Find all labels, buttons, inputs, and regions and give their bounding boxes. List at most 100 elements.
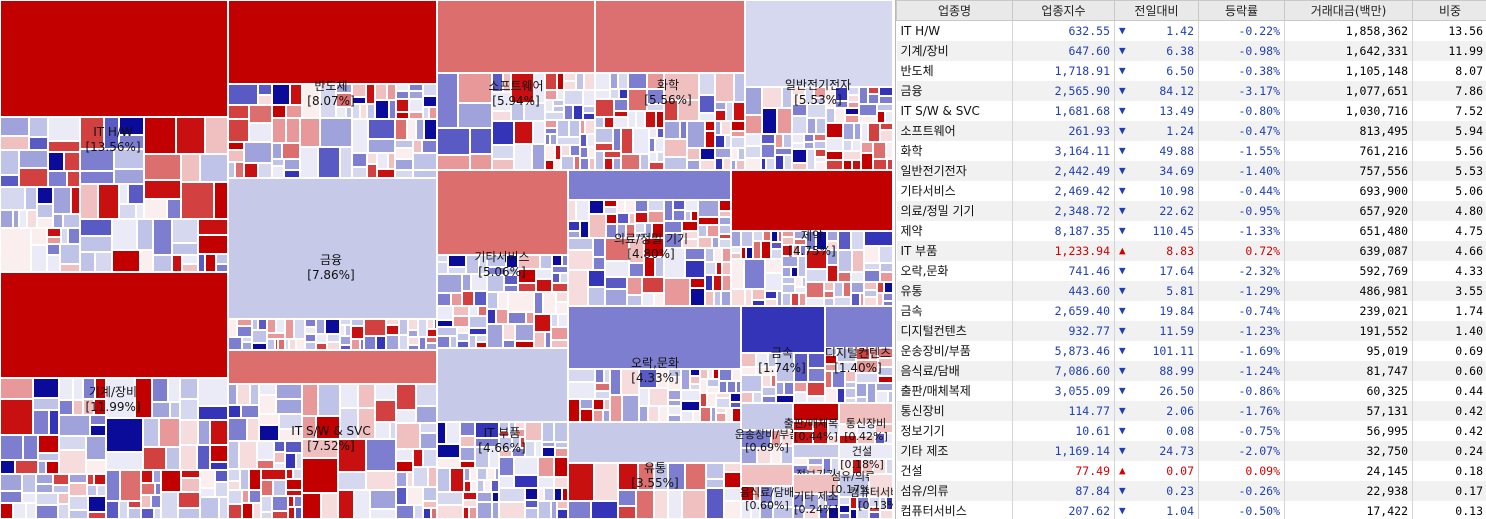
- stock-tile[interactable]: [19, 168, 48, 187]
- stock-tile[interactable]: [568, 501, 591, 519]
- stock-tile[interactable]: [487, 275, 504, 292]
- stock-tile[interactable]: [228, 119, 249, 142]
- stock-tile[interactable]: [682, 221, 698, 231]
- stock-tile[interactable]: [642, 277, 664, 293]
- stock-tile[interactable]: [545, 73, 557, 90]
- stock-tile[interactable]: [119, 184, 128, 204]
- stock-tile[interactable]: [478, 306, 487, 316]
- stock-tile[interactable]: [426, 337, 437, 343]
- stock-tile[interactable]: [180, 445, 197, 470]
- stock-tile[interactable]: [172, 255, 182, 272]
- stock-tile[interactable]: [503, 73, 511, 92]
- stock-tile[interactable]: [839, 444, 893, 459]
- stock-tile[interactable]: [119, 117, 144, 135]
- stock-tile[interactable]: [825, 388, 837, 403]
- stock-tile[interactable]: [352, 119, 368, 153]
- stock-tile[interactable]: [536, 269, 552, 279]
- stock-tile[interactable]: [629, 263, 644, 277]
- stock-tile[interactable]: [557, 90, 564, 100]
- stock-tile[interactable]: [316, 343, 327, 350]
- stock-tile[interactable]: [119, 501, 128, 519]
- table-row[interactable]: 오락,문화 741.46 ▼ 17.64 -2.32% 592,769 4.33: [896, 260, 1486, 281]
- stock-tile[interactable]: [568, 231, 580, 238]
- stock-tile[interactable]: [888, 391, 893, 403]
- stock-tile[interactable]: [526, 312, 534, 324]
- stock-tile[interactable]: [723, 158, 731, 170]
- stock-tile[interactable]: [396, 487, 407, 505]
- stock-tile[interactable]: [545, 145, 555, 160]
- stock-tile[interactable]: [815, 162, 826, 170]
- stock-tile[interactable]: [396, 384, 416, 410]
- stock-tile[interactable]: [53, 474, 69, 485]
- stock-tile[interactable]: [782, 284, 795, 293]
- stock-tile[interactable]: [375, 384, 396, 400]
- stock-tile[interactable]: [589, 200, 604, 214]
- stock-tile[interactable]: [745, 289, 752, 306]
- stock-tile[interactable]: [640, 154, 649, 170]
- stock-tile[interactable]: [396, 99, 409, 112]
- stock-tile[interactable]: [761, 134, 775, 144]
- stock-tile[interactable]: [618, 463, 638, 490]
- stock-tile[interactable]: [499, 502, 525, 519]
- stock-tile[interactable]: [413, 153, 437, 170]
- stock-tile[interactable]: [198, 378, 228, 406]
- stock-tile[interactable]: [492, 502, 499, 519]
- stock-tile[interactable]: [825, 371, 832, 388]
- stock-tile[interactable]: [561, 145, 570, 156]
- stock-tile[interactable]: [437, 320, 453, 327]
- stock-tile[interactable]: [451, 293, 462, 306]
- stock-tile[interactable]: [506, 255, 518, 268]
- stock-tile[interactable]: [0, 150, 19, 175]
- stock-tile[interactable]: [783, 134, 792, 148]
- stock-tile[interactable]: [794, 239, 806, 245]
- table-row[interactable]: 제약 8,187.35 ▼ 110.45 -1.33% 651,480 4.75: [896, 220, 1486, 241]
- stock-tile[interactable]: [53, 187, 71, 214]
- stock-tile[interactable]: [724, 463, 741, 472]
- stock-tile[interactable]: [15, 460, 38, 474]
- stock-tile[interactable]: [216, 254, 228, 264]
- stock-tile[interactable]: [389, 100, 396, 119]
- stock-tile[interactable]: [617, 224, 626, 238]
- stock-tile[interactable]: [705, 121, 715, 131]
- stock-tile[interactable]: [273, 480, 286, 496]
- stock-tile[interactable]: [141, 483, 155, 495]
- stock-tile[interactable]: [152, 402, 170, 418]
- stock-tile[interactable]: [555, 448, 568, 457]
- stock-tile[interactable]: [282, 143, 300, 159]
- stock-tile[interactable]: [31, 228, 47, 245]
- stock-tile[interactable]: [721, 121, 731, 135]
- table-row[interactable]: IT 부품 1,233.94 ▲ 8.83 0.72% 639,087 4.66: [896, 240, 1486, 261]
- col-header-amount[interactable]: 거래대금(백만): [1284, 0, 1413, 21]
- stock-tile[interactable]: [628, 73, 647, 89]
- stock-tile[interactable]: [305, 327, 316, 334]
- stock-tile[interactable]: [515, 429, 525, 437]
- stock-tile[interactable]: [448, 267, 466, 274]
- stock-tile[interactable]: [137, 219, 153, 250]
- stock-tile[interactable]: [553, 100, 564, 106]
- stock-tile[interactable]: [0, 378, 33, 399]
- stock-tile[interactable]: [0, 460, 15, 474]
- stock-tile[interactable]: [771, 375, 776, 387]
- stock-tile[interactable]: [487, 267, 506, 275]
- stock-tile[interactable]: [588, 147, 595, 158]
- stock-tile[interactable]: [690, 369, 700, 376]
- col-header-index[interactable]: 업종지수: [1012, 0, 1115, 21]
- stock-tile[interactable]: [360, 339, 364, 350]
- stock-tile[interactable]: [73, 400, 83, 415]
- stock-tile[interactable]: [408, 345, 419, 350]
- stock-tile[interactable]: [499, 476, 514, 488]
- stock-tile[interactable]: [48, 171, 67, 187]
- stock-tile[interactable]: [771, 242, 782, 249]
- stock-tile[interactable]: [23, 435, 38, 460]
- stock-tile[interactable]: [593, 238, 605, 257]
- stock-tile[interactable]: [534, 73, 545, 103]
- stock-tile[interactable]: [851, 293, 860, 306]
- stock-tile[interactable]: [568, 221, 580, 231]
- stock-tile[interactable]: [94, 474, 106, 485]
- stock-tile[interactable]: [625, 200, 635, 213]
- stock-tile[interactable]: [518, 283, 536, 292]
- stock-tile[interactable]: [351, 339, 360, 350]
- stock-tile[interactable]: [877, 293, 883, 306]
- stock-tile[interactable]: [387, 84, 396, 100]
- stock-tile[interactable]: [731, 259, 744, 289]
